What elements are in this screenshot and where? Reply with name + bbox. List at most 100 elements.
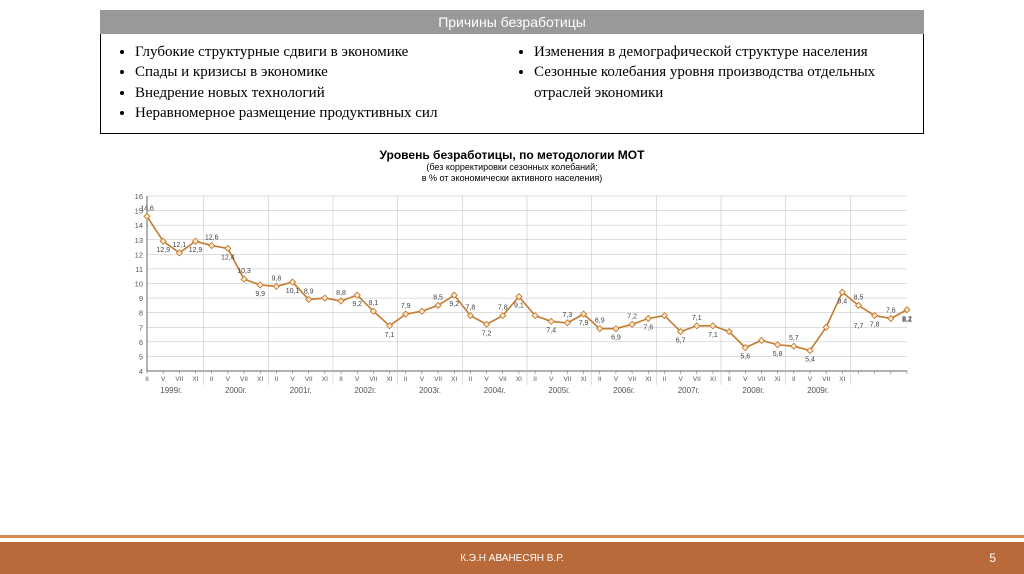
svg-text:VII: VII [693,376,701,383]
svg-text:II: II [727,376,731,383]
svg-text:9,9: 9,9 [255,291,265,298]
svg-text:5,7: 5,7 [789,335,799,342]
svg-text:6: 6 [139,337,143,346]
svg-text:9,4: 9,4 [837,298,847,305]
svg-text:10,3: 10,3 [237,268,251,275]
cause-item: Глубокие структурные сдвиги в экономике [135,42,512,62]
svg-text:VII: VII [628,376,636,383]
svg-text:2003г.: 2003г. [419,386,441,395]
cause-item: Внедрение новых технологий [135,83,512,103]
causes-right-col: Изменения в демографической структуре на… [512,42,911,123]
svg-text:XI: XI [386,376,392,383]
svg-text:7,2: 7,2 [482,330,492,337]
svg-text:7,2: 7,2 [627,313,637,320]
svg-text:12: 12 [135,250,143,259]
svg-text:7,6: 7,6 [643,324,653,331]
svg-text:9,2: 9,2 [449,301,459,308]
svg-text:10: 10 [135,279,143,288]
svg-text:XI: XI [257,376,263,383]
svg-text:XI: XI [839,376,845,383]
svg-text:V: V [420,376,425,383]
svg-text:9,1: 9,1 [514,302,524,309]
svg-text:7,3: 7,3 [563,311,573,318]
chart-container: Уровень безработицы, по методологии МОТ … [117,148,907,407]
svg-text:2009г.: 2009г. [807,386,829,395]
footer-author: К.Э.Н АВАНЕСЯН В.Р. [460,553,564,564]
svg-text:6,9: 6,9 [611,334,621,341]
svg-text:1999г.: 1999г. [160,386,182,395]
footer-bar: К.Э.Н АВАНЕСЯН В.Р. 5 [0,542,1024,574]
svg-text:2005г.: 2005г. [548,386,570,395]
svg-text:II: II [145,376,149,383]
svg-text:12,4: 12,4 [221,254,235,261]
svg-text:XI: XI [322,376,328,383]
causes-box: Глубокие структурные сдвиги в экономикеС… [100,34,924,134]
svg-text:8,1: 8,1 [902,317,912,324]
chart-subtitle: (без корректировки сезонных колебаний; в… [117,162,907,184]
svg-text:V: V [678,376,683,383]
svg-text:8: 8 [139,308,143,317]
svg-text:7,1: 7,1 [708,331,718,338]
svg-text:V: V [549,376,554,383]
svg-text:14,6: 14,6 [140,205,154,212]
svg-text:7,8: 7,8 [466,304,476,311]
svg-text:7,1: 7,1 [385,331,395,338]
svg-text:12,9: 12,9 [189,247,203,254]
svg-text:13: 13 [135,235,143,244]
svg-text:14: 14 [135,221,143,230]
svg-text:10,1: 10,1 [286,288,300,295]
svg-text:12,9: 12,9 [156,247,170,254]
svg-text:II: II [210,376,214,383]
svg-text:V: V [226,376,231,383]
svg-text:V: V [290,376,295,383]
svg-text:5,8: 5,8 [773,350,783,357]
svg-text:2007г.: 2007г. [678,386,700,395]
causes-left-col: Глубокие структурные сдвиги в экономикеС… [113,42,512,123]
svg-text:2004г.: 2004г. [484,386,506,395]
svg-text:8,1: 8,1 [369,300,379,307]
svg-text:9,2: 9,2 [352,301,362,308]
svg-text:8,5: 8,5 [854,294,864,301]
svg-text:7,9: 7,9 [579,320,589,327]
svg-text:V: V [355,376,360,383]
svg-text:VII: VII [822,376,830,383]
svg-text:V: V [743,376,748,383]
svg-text:9,8: 9,8 [271,275,281,282]
svg-text:2006г.: 2006г. [613,386,635,395]
svg-text:VII: VII [434,376,442,383]
svg-text:7: 7 [139,323,143,332]
svg-text:II: II [275,376,279,383]
svg-text:7,8: 7,8 [870,321,880,328]
unemployment-chart: 45678910111213141516IIVVIIXIIIVVIIXIIIVV… [117,190,913,407]
cause-item: Изменения в демографической структуре на… [534,42,911,62]
svg-text:12,6: 12,6 [205,234,219,241]
svg-text:V: V [614,376,619,383]
svg-text:VII: VII [499,376,507,383]
svg-text:2002г.: 2002г. [354,386,376,395]
svg-text:7,4: 7,4 [546,327,556,334]
svg-text:5,6: 5,6 [740,353,750,360]
svg-text:12,1: 12,1 [173,241,187,248]
svg-text:VII: VII [757,376,765,383]
svg-text:V: V [484,376,489,383]
svg-text:II: II [598,376,602,383]
svg-text:8,5: 8,5 [433,294,443,301]
svg-text:V: V [808,376,813,383]
svg-text:XI: XI [451,376,457,383]
cause-item: Неравномерное размещение продуктивных си… [135,103,512,123]
chart-title: Уровень безработицы, по методологии МОТ [117,148,907,162]
svg-text:II: II [792,376,796,383]
svg-text:6,7: 6,7 [676,337,686,344]
svg-text:2001г.: 2001г. [290,386,312,395]
svg-text:XI: XI [710,376,716,383]
svg-text:VII: VII [305,376,313,383]
cause-item: Спады и кризисы в экономике [135,62,512,82]
svg-text:7,7: 7,7 [854,323,864,330]
svg-text:VII: VII [369,376,377,383]
svg-text:II: II [533,376,537,383]
svg-text:11: 11 [135,265,143,274]
section-header: Причины безработицы [100,10,924,34]
svg-text:XI: XI [192,376,198,383]
svg-text:VII: VII [240,376,248,383]
svg-text:7,6: 7,6 [886,307,896,314]
